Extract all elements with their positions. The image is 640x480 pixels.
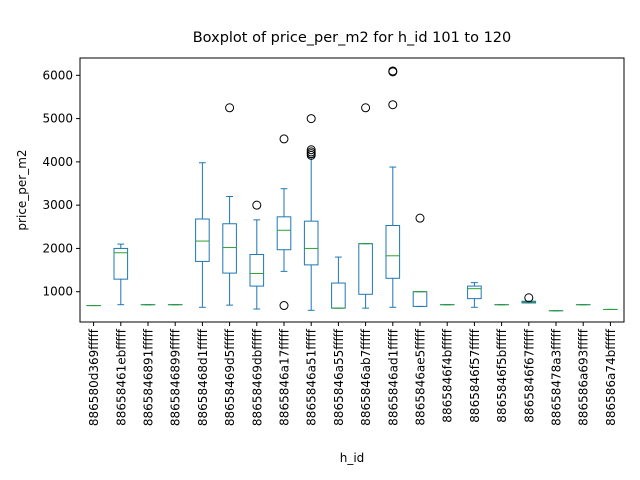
x-tick-label: 8865846899fffff	[169, 328, 183, 426]
chart-title: Boxplot of price_per_m2 for h_id 101 to …	[193, 30, 512, 46]
box	[113, 247, 129, 280]
x-tick-label: 8865846f67fffff	[522, 328, 536, 422]
x-tick-label: 8865846ae5fffff	[414, 328, 428, 425]
box	[412, 291, 428, 307]
x-tick-label: 8865846891fffff	[142, 328, 156, 426]
y-tick-label: 1000	[42, 285, 73, 299]
x-tick-label: 886586a693fffff	[577, 328, 591, 426]
x-tick-label: 88658468d1fffff	[196, 328, 210, 426]
box	[467, 285, 482, 300]
x-tick-label: 88658469d5fffff	[223, 328, 237, 426]
box	[276, 216, 292, 251]
x-tick-label: 8865846f57fffff	[468, 328, 482, 422]
box	[358, 243, 373, 295]
x-tick-label: 88658469dbfffff	[250, 328, 264, 426]
x-tick-label: 8865846ad1fffff	[386, 328, 400, 426]
outlier-point	[388, 100, 398, 110]
y-tick-label: 5000	[42, 112, 73, 126]
outlier-point	[252, 200, 262, 210]
outlier-point	[306, 114, 316, 124]
x-tick-label: 88658461ebfffff	[114, 328, 128, 426]
y-tick-label: 4000	[42, 155, 73, 169]
box	[195, 218, 210, 262]
outlier-point	[225, 103, 235, 113]
y-axis-label: price_per_m2	[15, 149, 29, 230]
x-tick-label: 8865846f4bfffff	[441, 328, 455, 422]
x-tick-label: 886580d369fffff	[87, 328, 101, 426]
outlier-point	[415, 213, 425, 223]
y-tick-label: 6000	[42, 68, 73, 82]
x-tick-label: 88658478a3fffff	[550, 328, 564, 426]
plot-frame	[79, 57, 625, 323]
y-tick-label: 2000	[42, 241, 73, 255]
y-tick-label: 3000	[42, 198, 73, 212]
box	[222, 223, 237, 274]
x-tick-label: 8865846a17fffff	[278, 328, 292, 426]
outlier-point	[279, 301, 289, 311]
outlier-point	[388, 67, 398, 77]
x-tick-label: 886586a74bfffff	[604, 328, 618, 426]
box	[303, 220, 319, 266]
x-tick-label: 8865846a55fffff	[332, 328, 346, 426]
box	[331, 282, 346, 309]
x-tick-label: 8865846ab7fffff	[359, 328, 373, 426]
plot-area: 1000 2000 3000 4000 5000 6000 886580d369fffff 8…	[42, 66, 618, 426]
x-axis-label: h_id	[340, 451, 365, 465]
x-tick-label: 8865846a51fffff	[305, 328, 319, 426]
outlier-point	[279, 134, 289, 144]
x-tick-label: 8865846f5bfffff	[495, 328, 509, 422]
box	[249, 253, 265, 287]
outlier-point	[524, 293, 534, 303]
outlier-point	[306, 150, 316, 160]
outlier-point	[306, 145, 316, 155]
outlier-point	[361, 103, 371, 113]
box	[385, 224, 401, 279]
